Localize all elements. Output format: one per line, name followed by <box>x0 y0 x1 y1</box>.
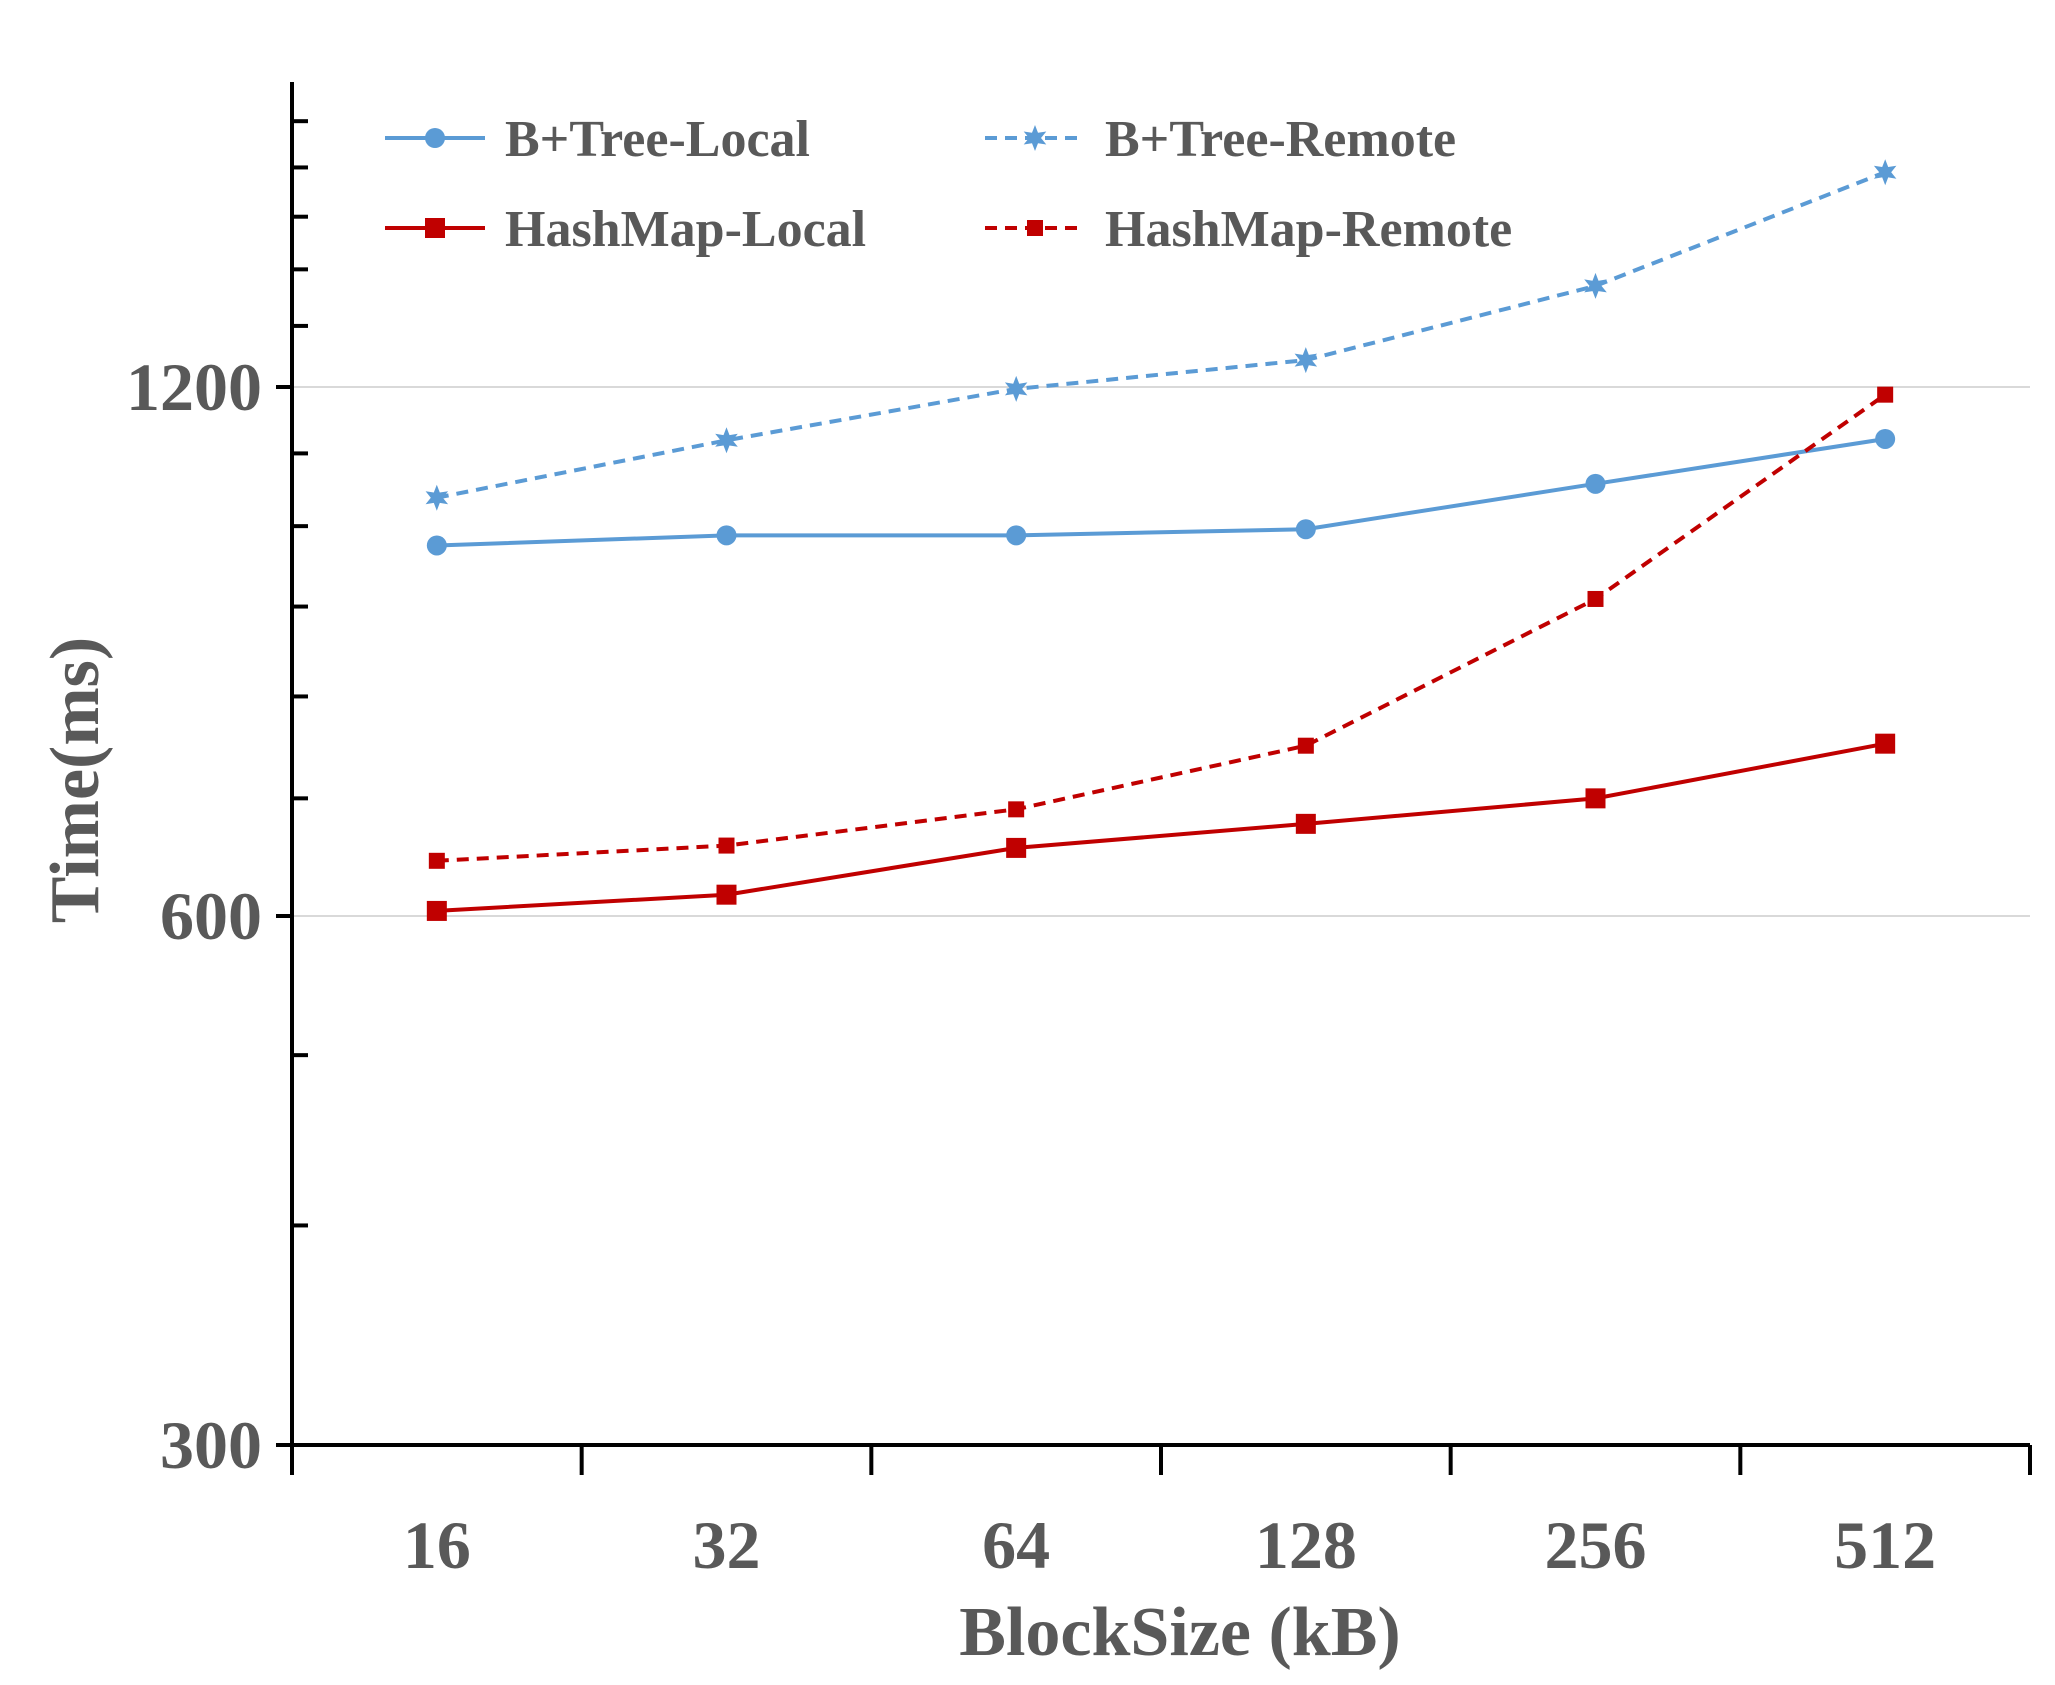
x-tick-label-64: 64 <box>982 1507 1050 1583</box>
legend-marker-b-tree-local <box>425 128 445 148</box>
series-hashmap-remote <box>428 386 1894 869</box>
data-point-hashmap-local-256 <box>1585 788 1606 809</box>
x-tick-label-512: 512 <box>1834 1507 1936 1583</box>
legend-label-b-tree-local: B+Tree-Local <box>505 111 810 168</box>
series-b-tree-remote <box>425 159 1897 511</box>
series-hashmap-local <box>426 733 1896 921</box>
legend-label-b-tree-remote: B+Tree-Remote <box>1105 111 1456 168</box>
x-axis-title: BlockSize (kB) <box>959 1594 1400 1671</box>
data-point-hashmap-local-32 <box>716 884 737 905</box>
series-line-hashmap-local <box>436 741 1886 913</box>
data-point-hashmap-remote-256 <box>1587 590 1604 607</box>
y-tick-label-1200: 1200 <box>126 349 262 425</box>
data-point-b-tree-local-64 <box>1006 525 1027 546</box>
data-point-b-tree-remote-512 <box>1873 159 1897 186</box>
y-tick-label-300: 300 <box>160 1407 262 1483</box>
data-point-hashmap-local-16 <box>426 900 447 921</box>
data-point-b-tree-remote-64 <box>1004 375 1028 402</box>
legend: B+Tree-Local B+Tree-Remote HashMap-Local Ha… <box>385 111 1512 258</box>
data-point-hashmap-remote-64 <box>1008 801 1025 818</box>
data-point-b-tree-local-256 <box>1585 473 1606 494</box>
data-point-hashmap-local-64 <box>1006 837 1027 858</box>
legend-label-hashmap-local: HashMap-Local <box>505 201 866 258</box>
x-tick-label-128: 128 <box>1255 1507 1357 1583</box>
legend-item-b-tree-local: B+Tree-Local <box>385 111 810 168</box>
data-point-b-tree-local-128 <box>1295 519 1316 540</box>
legend-marker-hashmap-remote <box>1027 220 1043 236</box>
legend-label-hashmap-remote: HashMap-Remote <box>1105 201 1512 258</box>
data-point-b-tree-local-16 <box>426 535 447 556</box>
data-point-b-tree-remote-128 <box>1294 347 1318 374</box>
x-tick-label-16: 16 <box>403 1507 471 1583</box>
y-axis-title: Time(ms) <box>37 637 114 923</box>
data-point-b-tree-local-32 <box>716 525 737 546</box>
legend-marker-hashmap-local <box>425 218 445 238</box>
series-b-tree-local <box>426 428 1896 556</box>
data-point-b-tree-remote-16 <box>425 484 449 511</box>
plot-series <box>425 159 1897 921</box>
series-line-b-tree-local <box>436 437 1886 548</box>
tick-labels: 300 600 1200 16 32 64 128 256 512 <box>126 349 1936 1583</box>
x-tick-label-32: 32 <box>693 1507 761 1583</box>
legend-item-hashmap-remote: HashMap-Remote <box>985 201 1512 258</box>
axes <box>276 82 2032 1475</box>
data-point-hashmap-remote-512 <box>1877 386 1894 403</box>
legend-item-b-tree-remote: B+Tree-Remote <box>985 111 1456 168</box>
data-point-hashmap-remote-16 <box>428 852 445 869</box>
y-tick-label-600: 600 <box>160 878 262 954</box>
data-point-hashmap-remote-32 <box>718 837 735 854</box>
data-point-b-tree-remote-256 <box>1584 272 1607 299</box>
data-point-hashmap-local-128 <box>1295 813 1316 834</box>
data-point-b-tree-local-512 <box>1875 428 1896 449</box>
legend-item-hashmap-local: HashMap-Local <box>385 201 866 258</box>
x-tick-label-256: 256 <box>1545 1507 1647 1583</box>
data-point-hashmap-local-512 <box>1875 733 1896 754</box>
series-line-b-tree-remote <box>436 170 1886 500</box>
legend-marker-b-tree-remote <box>1023 125 1047 151</box>
series-line-hashmap-remote <box>436 393 1887 863</box>
data-point-b-tree-remote-32 <box>715 427 738 454</box>
data-point-hashmap-remote-128 <box>1297 737 1314 754</box>
gridlines <box>292 386 2030 917</box>
